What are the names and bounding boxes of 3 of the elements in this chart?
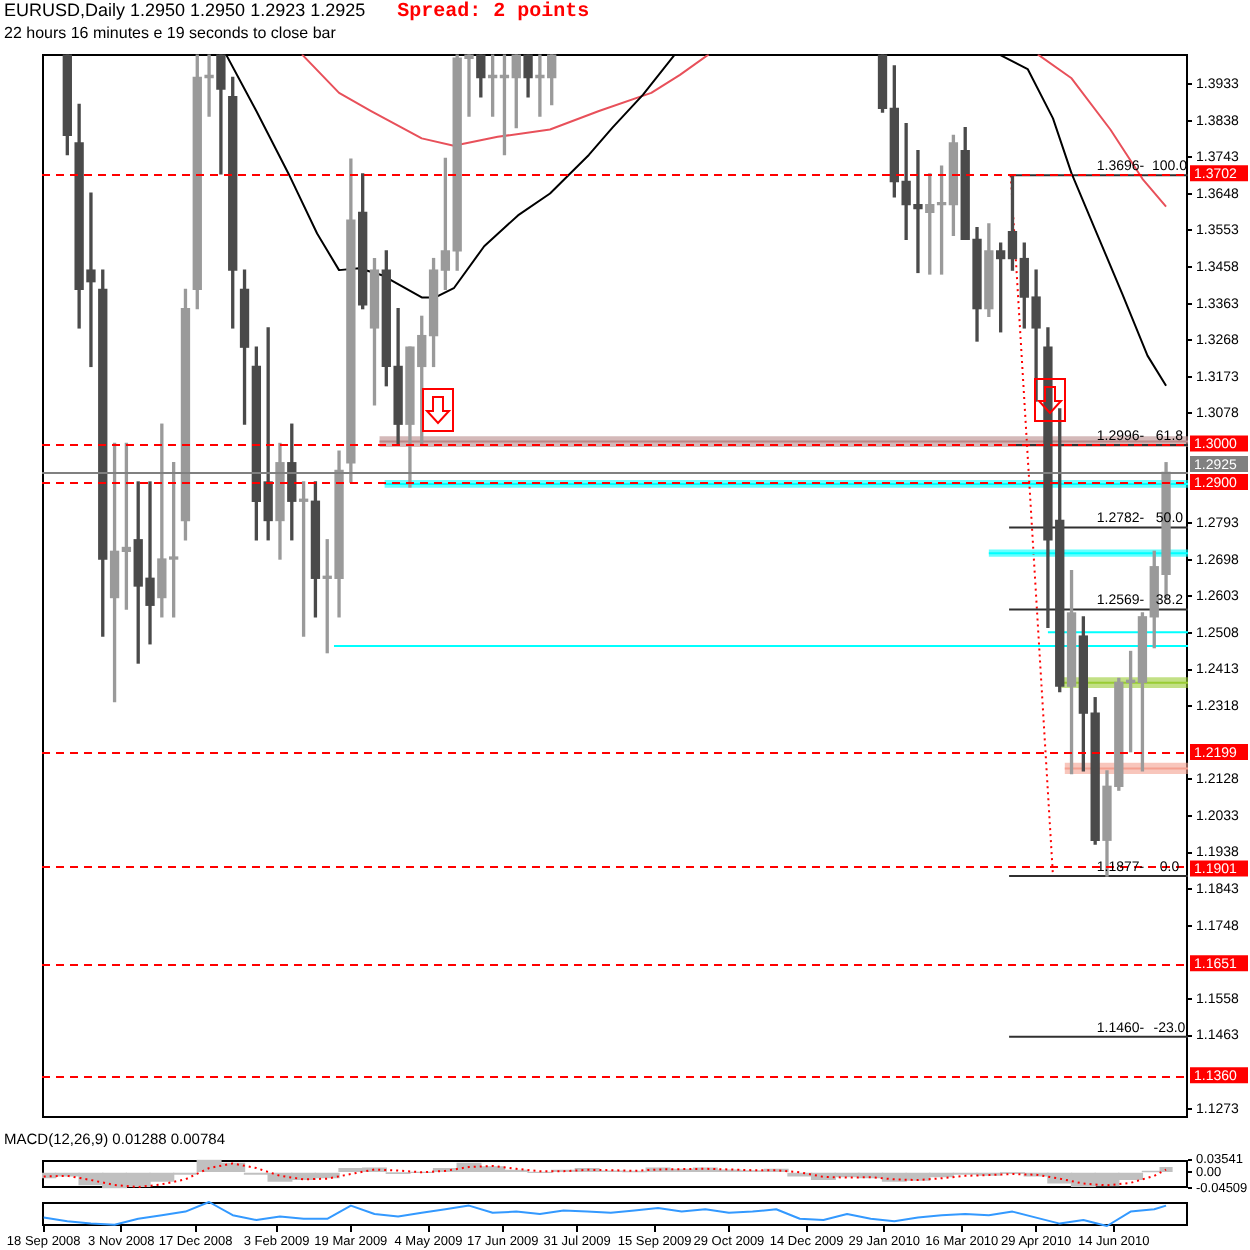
text: Spread: 2 points — [397, 2, 590, 24]
chart-title: EURUSD,Daily 1.2950 1.2950 1.2923 1.2925 — [4, 0, 366, 20]
chart-subtitle: 22 hours 16 minutes e 19 seconds to close bar — [4, 24, 338, 44]
